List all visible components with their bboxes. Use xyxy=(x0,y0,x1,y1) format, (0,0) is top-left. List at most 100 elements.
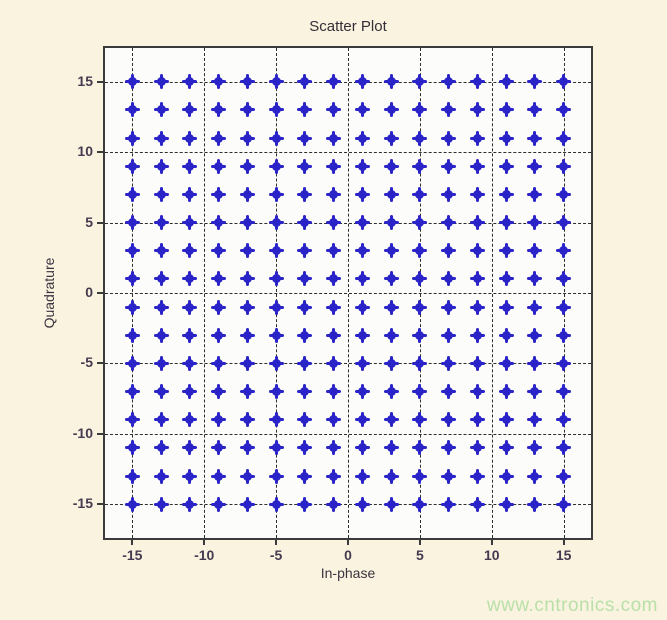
data-point xyxy=(383,468,399,484)
data-point xyxy=(383,243,399,259)
data-point xyxy=(268,74,284,90)
data-point xyxy=(441,327,457,343)
data-point xyxy=(441,496,457,512)
data-point xyxy=(268,130,284,146)
data-point xyxy=(354,355,370,371)
data-point xyxy=(182,327,198,343)
data-point xyxy=(527,158,543,174)
data-point xyxy=(239,271,255,287)
data-point xyxy=(182,130,198,146)
data-point xyxy=(498,130,514,146)
data-point xyxy=(326,130,342,146)
data-point xyxy=(556,327,572,343)
data-point xyxy=(326,440,342,456)
data-point xyxy=(211,355,227,371)
data-point xyxy=(412,327,428,343)
y-tick-mark xyxy=(97,362,103,365)
data-point xyxy=(239,412,255,428)
data-point xyxy=(239,74,255,90)
data-point xyxy=(498,186,514,202)
data-point xyxy=(239,243,255,259)
data-point xyxy=(211,299,227,315)
data-point xyxy=(153,243,169,259)
data-point xyxy=(527,496,543,512)
data-point xyxy=(527,384,543,400)
data-point xyxy=(124,440,140,456)
data-point xyxy=(556,440,572,456)
data-point xyxy=(498,243,514,259)
data-point xyxy=(441,215,457,231)
data-point xyxy=(354,496,370,512)
data-point xyxy=(556,299,572,315)
data-point xyxy=(211,158,227,174)
data-point xyxy=(297,186,313,202)
data-point xyxy=(527,130,543,146)
y-tick-mark xyxy=(97,221,103,224)
data-point xyxy=(354,243,370,259)
data-point xyxy=(556,496,572,512)
data-point xyxy=(412,271,428,287)
data-point xyxy=(153,299,169,315)
y-tick-label: -5 xyxy=(80,354,93,371)
data-point xyxy=(124,496,140,512)
y-tick-label: 10 xyxy=(77,143,93,160)
data-point xyxy=(153,412,169,428)
data-point xyxy=(297,215,313,231)
data-point xyxy=(239,130,255,146)
data-point xyxy=(297,412,313,428)
x-tick-mark xyxy=(203,540,206,545)
data-point xyxy=(124,271,140,287)
data-point xyxy=(182,355,198,371)
data-point xyxy=(412,130,428,146)
data-point xyxy=(268,158,284,174)
data-point xyxy=(469,74,485,90)
data-point xyxy=(383,102,399,118)
data-point xyxy=(469,130,485,146)
data-point xyxy=(412,102,428,118)
data-point xyxy=(383,215,399,231)
data-point xyxy=(354,158,370,174)
data-point xyxy=(297,384,313,400)
data-point xyxy=(354,327,370,343)
data-point xyxy=(469,158,485,174)
data-point xyxy=(211,384,227,400)
data-point xyxy=(556,412,572,428)
data-point xyxy=(326,271,342,287)
data-point xyxy=(268,215,284,231)
y-tick-label: -10 xyxy=(72,424,93,441)
data-point xyxy=(383,271,399,287)
x-axis-label: In-phase xyxy=(320,565,376,581)
data-point xyxy=(153,215,169,231)
data-point xyxy=(153,186,169,202)
data-point xyxy=(182,384,198,400)
data-point xyxy=(211,74,227,90)
data-point xyxy=(153,271,169,287)
data-point xyxy=(239,327,255,343)
x-tick-label: -5 xyxy=(269,547,283,563)
data-point xyxy=(412,158,428,174)
data-point xyxy=(498,355,514,371)
data-point xyxy=(326,384,342,400)
h-gridline xyxy=(105,222,591,224)
x-tick-mark xyxy=(275,540,278,545)
data-point xyxy=(354,271,370,287)
data-point xyxy=(153,440,169,456)
data-point xyxy=(383,384,399,400)
data-point xyxy=(211,412,227,428)
data-point xyxy=(556,74,572,90)
data-point xyxy=(354,384,370,400)
data-point xyxy=(268,496,284,512)
data-point xyxy=(498,215,514,231)
data-point xyxy=(383,299,399,315)
data-point xyxy=(441,158,457,174)
data-point xyxy=(441,243,457,259)
data-point xyxy=(211,130,227,146)
h-gridline xyxy=(105,81,591,83)
data-point xyxy=(441,130,457,146)
data-point xyxy=(153,468,169,484)
data-point xyxy=(527,186,543,202)
data-point xyxy=(268,468,284,484)
data-point xyxy=(469,215,485,231)
data-point xyxy=(268,102,284,118)
data-point xyxy=(412,412,428,428)
